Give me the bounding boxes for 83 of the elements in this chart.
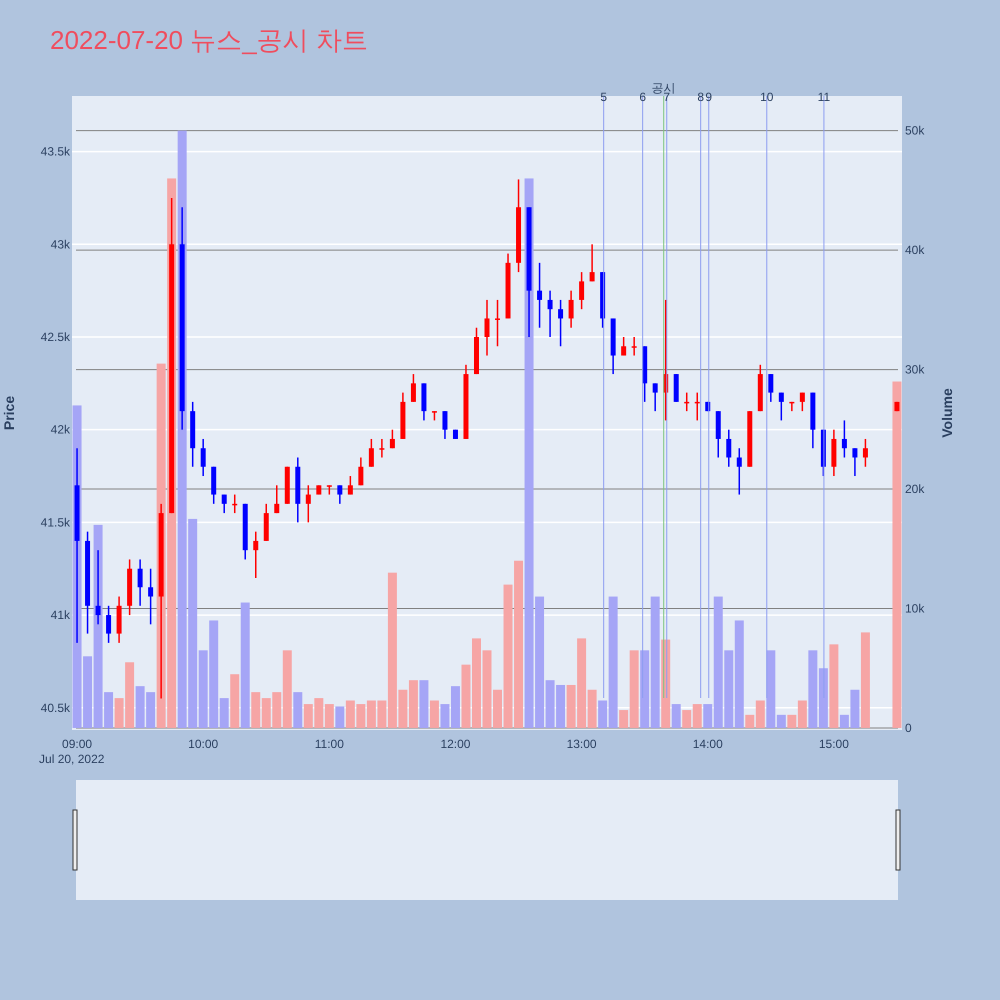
bar	[240, 602, 250, 728]
candlestick	[484, 299, 490, 356]
bar	[672, 704, 681, 728]
candlestick	[442, 410, 448, 440]
candlestick	[694, 392, 700, 422]
candlestick	[452, 428, 458, 440]
candlestick	[684, 392, 690, 412]
bar	[892, 382, 902, 728]
candlestick	[726, 428, 732, 468]
annotation: 10	[760, 90, 774, 104]
y2-tick-label: 10k	[905, 602, 926, 616]
candlestick	[568, 290, 574, 328]
candlestick	[138, 558, 143, 607]
candlestick	[537, 262, 542, 328]
candlestick	[390, 428, 395, 449]
y-axis-title: Price	[1, 396, 17, 430]
candlestick	[800, 392, 805, 412]
y-tick-label: 41.5k	[40, 515, 71, 530]
candlestick	[200, 438, 206, 477]
annotation: 5	[600, 90, 608, 104]
bar	[829, 644, 838, 728]
candlestick	[558, 299, 564, 348]
candlestick	[222, 494, 227, 514]
y-tick-label: 43.5k	[40, 144, 71, 159]
x-tick-label: 12:00	[440, 737, 471, 751]
candlestick	[548, 290, 553, 338]
bar	[293, 692, 302, 728]
candlestick	[736, 447, 742, 496]
candlestick	[379, 438, 384, 458]
candlestick	[652, 382, 658, 412]
x-tick-label: 10:00	[188, 737, 219, 751]
candlestick	[852, 447, 858, 477]
bar	[860, 632, 870, 728]
candlestick	[842, 420, 847, 458]
bar	[335, 706, 344, 728]
bar	[251, 692, 260, 728]
x-tick-label: 14:00	[692, 737, 724, 751]
annotation: 9	[705, 90, 712, 104]
candlestick	[410, 373, 416, 403]
y2-tick-label: 20k	[905, 482, 926, 496]
text: Jul 20, 2022	[39, 752, 105, 766]
candlestick	[368, 438, 374, 468]
bar	[230, 674, 240, 728]
x-tick-label: 13:00	[566, 737, 597, 751]
x-tick-label: 15:00	[818, 737, 850, 751]
y2-tick-label: 0	[905, 720, 912, 735]
bar	[419, 680, 428, 728]
annotation: 8	[697, 90, 704, 104]
candlestick	[232, 494, 238, 514]
y-tick-label: 42.5k	[40, 330, 71, 344]
annotation: 11	[818, 90, 830, 104]
candlestick	[579, 271, 584, 310]
x-tick-label: 09:00	[62, 737, 92, 751]
candlestick	[148, 568, 154, 626]
candlestick	[253, 530, 258, 579]
candlestick	[778, 392, 784, 422]
candlestick	[590, 244, 595, 282]
y-tick-label: 41k	[50, 608, 71, 622]
y-tick-label: 42k	[50, 422, 71, 437]
candlestick	[432, 410, 437, 422]
candlestick	[96, 549, 101, 626]
chart-title: 2022-07-20 뉴스_공시 차트	[50, 25, 368, 55]
y-tick-label: 40.5k	[40, 700, 71, 715]
y2-axis-title: Volume	[939, 388, 955, 438]
candlestick	[862, 438, 868, 468]
candlestick	[358, 456, 364, 486]
candlestick	[274, 484, 280, 514]
y-tick-label: 43k	[50, 237, 71, 252]
y2-tick-label: 30k	[905, 362, 926, 377]
annotation: 6	[639, 90, 646, 104]
candlestick	[621, 336, 626, 356]
candlestick	[306, 484, 311, 524]
bar	[430, 700, 439, 728]
y2-tick-label: 50k	[905, 124, 926, 138]
candlestick	[632, 336, 637, 356]
candlestick	[337, 484, 342, 505]
candlestick	[106, 605, 112, 644]
x-tick-label: 11:00	[314, 737, 344, 751]
candlestick	[348, 475, 353, 496]
y2-tick-label: 40k	[905, 243, 926, 258]
candlestick	[768, 373, 774, 403]
bar	[703, 704, 712, 728]
candlestick	[495, 299, 500, 348]
